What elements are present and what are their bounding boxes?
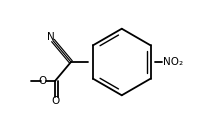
Text: NO₂: NO₂ xyxy=(163,57,183,67)
Text: N: N xyxy=(48,32,55,42)
Text: O: O xyxy=(51,96,60,106)
Text: O: O xyxy=(39,76,47,86)
